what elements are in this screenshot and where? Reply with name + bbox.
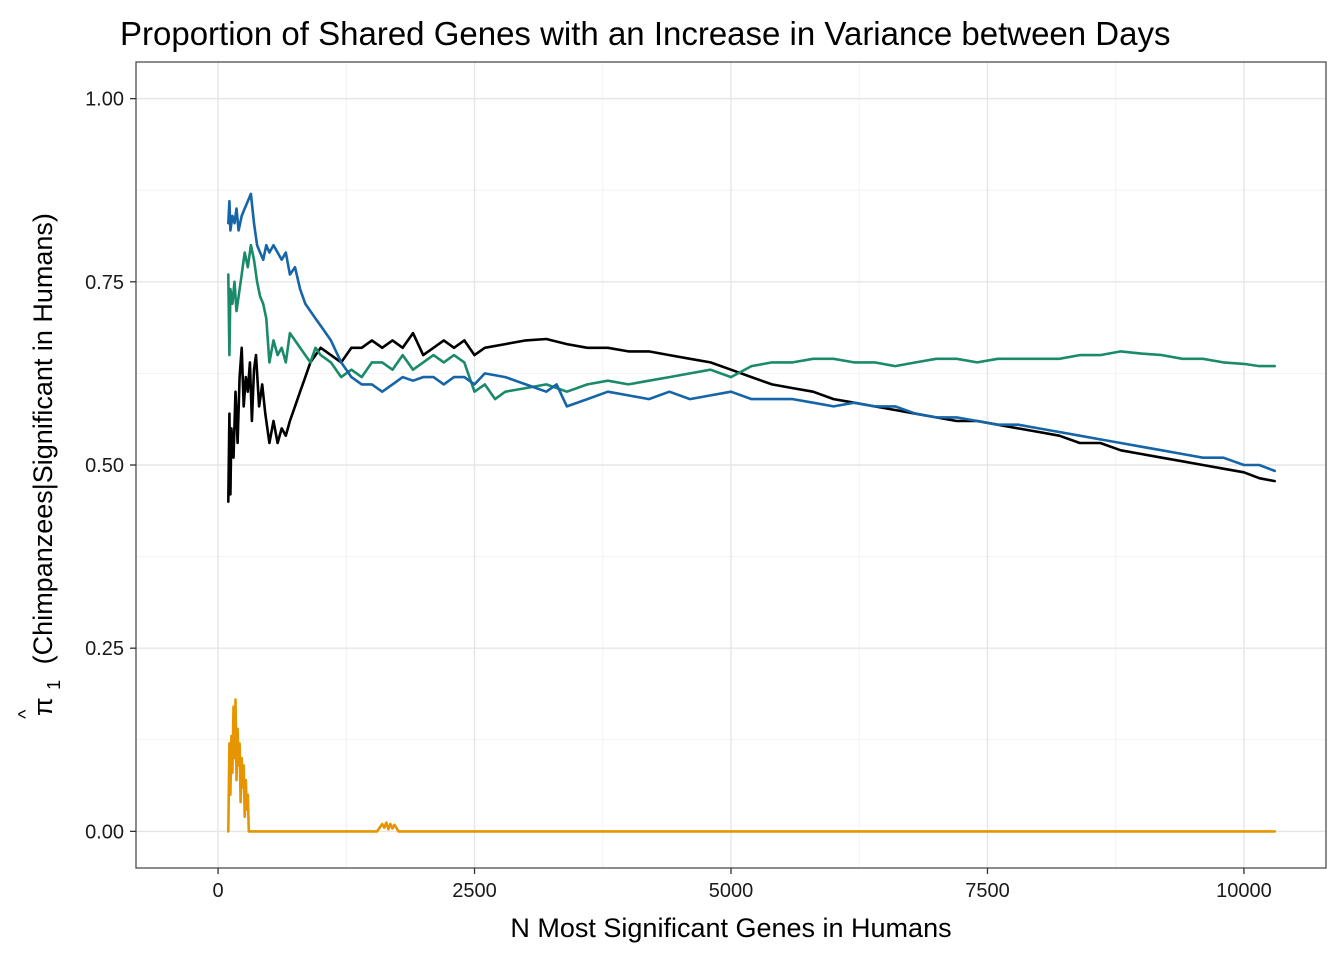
y-axis-title-symbol-hat: ^: [15, 709, 37, 719]
y-tick-label: 0.50: [85, 455, 124, 477]
x-tick-label: 10000: [1216, 880, 1272, 902]
x-tick-label: 7500: [965, 880, 1010, 902]
y-axis-title-symbol: π: [28, 697, 58, 716]
series-line-blue: [227, 192, 1276, 473]
series-lines: [227, 192, 1276, 833]
x-tick-label: 5000: [709, 880, 754, 902]
series-line-orange: [227, 698, 1276, 833]
y-axis-title-text: (Chimpanzees|Significant in Humans): [28, 213, 58, 664]
y-axis-title: ^ π 1 (Chimpanzees|Significant in Humans…: [8, 213, 66, 719]
x-tick-label: 2500: [452, 880, 497, 902]
chart-title: Proportion of Shared Genes with an Incre…: [120, 15, 1171, 52]
y-axis-title-symbol-subscript: 1: [44, 680, 64, 690]
x-axis-title: N Most Significant Genes in Humans: [510, 913, 951, 943]
axes: 0 2500 5000 7500 10000 0.00 0.25 0.50 0.75 1.00: [85, 89, 1272, 902]
x-tick-label: 0: [213, 880, 224, 902]
y-tick-label: 0.75: [85, 272, 124, 294]
series-line-green: [227, 243, 1276, 401]
y-tick-label: 1.00: [85, 89, 124, 111]
y-tick-label: 0.25: [85, 638, 124, 660]
svg-text:^ π 1: ^ π 1 (Chimpanzees|Significant in Humans…: [8, 213, 66, 719]
y-tick-label: 0.00: [85, 821, 124, 843]
